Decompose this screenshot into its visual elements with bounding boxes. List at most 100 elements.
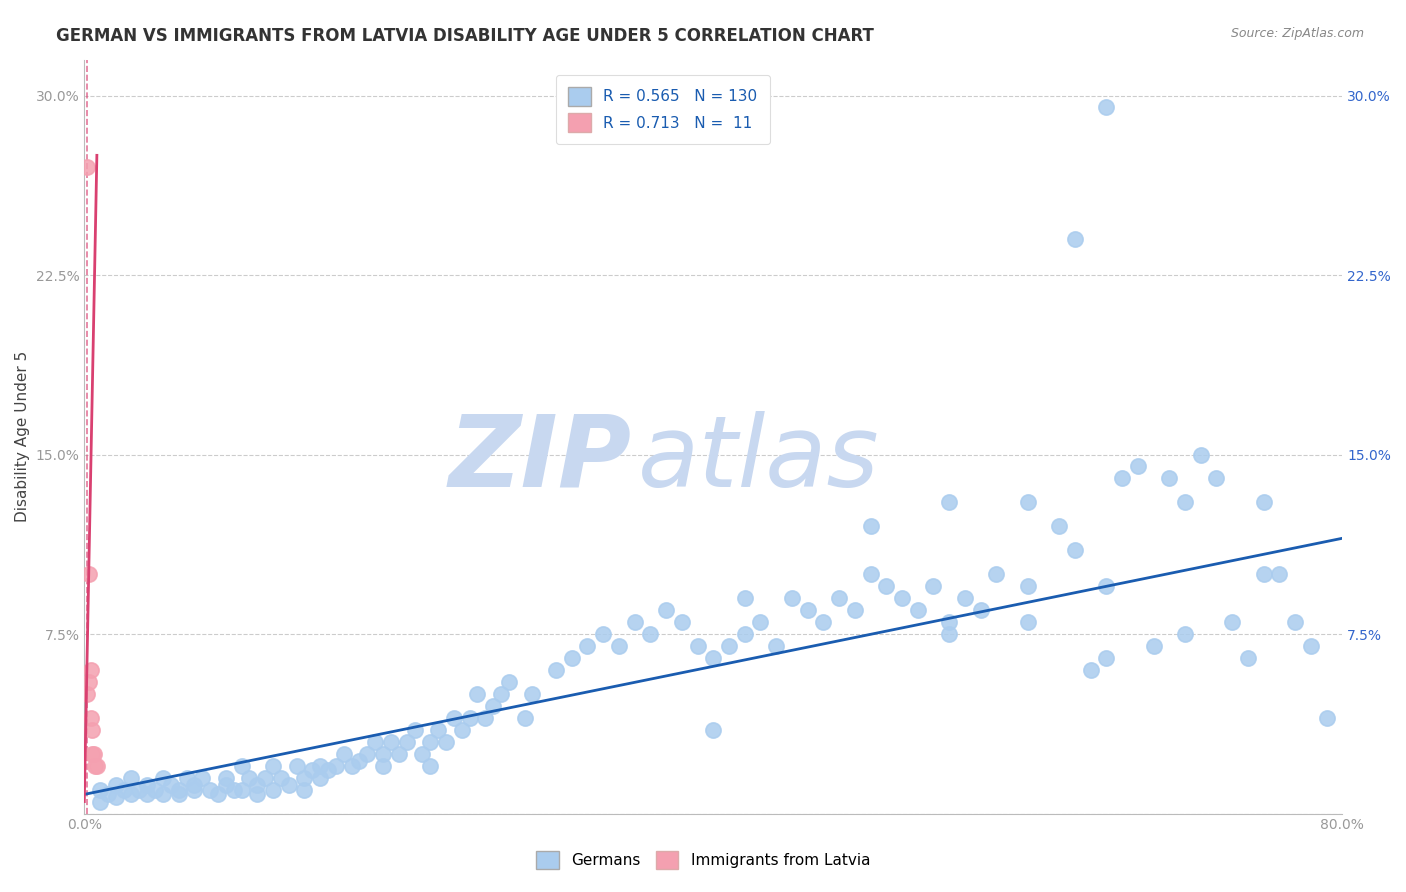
Point bbox=[907, 603, 929, 617]
Point bbox=[1095, 100, 1118, 114]
Point bbox=[183, 782, 205, 797]
Point bbox=[1315, 711, 1337, 725]
Point bbox=[640, 627, 662, 641]
Point bbox=[938, 495, 960, 509]
Point bbox=[765, 639, 787, 653]
Point bbox=[734, 627, 756, 641]
Point bbox=[121, 771, 143, 785]
Point bbox=[238, 771, 260, 785]
Point bbox=[474, 711, 496, 725]
Point bbox=[77, 674, 100, 689]
Point bbox=[277, 778, 299, 792]
Point bbox=[1064, 232, 1087, 246]
Legend: R = 0.565   N = 130, R = 0.713   N =  11: R = 0.565 N = 130, R = 0.713 N = 11 bbox=[557, 75, 770, 145]
Point bbox=[167, 788, 190, 802]
Point bbox=[813, 615, 835, 629]
Point bbox=[309, 771, 332, 785]
Point bbox=[136, 778, 159, 792]
Point bbox=[702, 723, 724, 737]
Legend: Germans, Immigrants from Latvia: Germans, Immigrants from Latvia bbox=[530, 845, 876, 875]
Point bbox=[458, 711, 481, 725]
Point bbox=[749, 615, 772, 629]
Point bbox=[76, 161, 98, 175]
Point bbox=[159, 778, 181, 792]
Point bbox=[349, 754, 371, 768]
Point bbox=[371, 758, 394, 772]
Point bbox=[246, 788, 269, 802]
Point bbox=[1268, 567, 1291, 582]
Point bbox=[294, 782, 316, 797]
Point bbox=[215, 771, 238, 785]
Point bbox=[1253, 567, 1275, 582]
Point bbox=[143, 782, 166, 797]
Point bbox=[796, 603, 818, 617]
Point bbox=[231, 782, 253, 797]
Point bbox=[922, 579, 945, 593]
Point bbox=[1017, 495, 1039, 509]
Point bbox=[891, 591, 914, 606]
Point bbox=[79, 663, 101, 677]
Point bbox=[544, 663, 567, 677]
Point bbox=[986, 567, 1008, 582]
Point bbox=[294, 771, 316, 785]
Point bbox=[222, 782, 245, 797]
Point bbox=[489, 687, 512, 701]
Point bbox=[86, 758, 108, 772]
Point bbox=[443, 711, 465, 725]
Point bbox=[434, 735, 457, 749]
Point bbox=[1159, 471, 1181, 485]
Point bbox=[607, 639, 630, 653]
Point bbox=[246, 778, 269, 792]
Point bbox=[128, 782, 150, 797]
Point bbox=[702, 651, 724, 665]
Point bbox=[104, 789, 127, 804]
Point bbox=[522, 687, 544, 701]
Point bbox=[1220, 615, 1243, 629]
Point bbox=[450, 723, 472, 737]
Point bbox=[356, 747, 378, 761]
Point bbox=[1017, 579, 1039, 593]
Point bbox=[167, 782, 190, 797]
Point bbox=[623, 615, 645, 629]
Point bbox=[79, 711, 101, 725]
Point bbox=[77, 567, 100, 582]
Point bbox=[1284, 615, 1306, 629]
Point bbox=[82, 747, 104, 761]
Point bbox=[152, 771, 174, 785]
Point bbox=[82, 723, 104, 737]
Point bbox=[419, 735, 441, 749]
Point bbox=[97, 788, 120, 802]
Point bbox=[780, 591, 803, 606]
Point bbox=[340, 758, 363, 772]
Point bbox=[89, 782, 111, 797]
Point bbox=[1174, 495, 1197, 509]
Point bbox=[592, 627, 614, 641]
Point bbox=[371, 747, 394, 761]
Point bbox=[419, 758, 441, 772]
Point bbox=[1142, 639, 1164, 653]
Text: Source: ZipAtlas.com: Source: ZipAtlas.com bbox=[1230, 27, 1364, 40]
Point bbox=[76, 687, 98, 701]
Point bbox=[404, 723, 426, 737]
Point bbox=[191, 771, 214, 785]
Point bbox=[316, 764, 339, 778]
Point bbox=[285, 758, 308, 772]
Text: ZIP: ZIP bbox=[449, 410, 631, 508]
Point bbox=[1017, 615, 1039, 629]
Point bbox=[270, 771, 292, 785]
Point bbox=[859, 519, 882, 533]
Point bbox=[136, 788, 159, 802]
Point bbox=[1126, 459, 1149, 474]
Point bbox=[89, 795, 111, 809]
Point bbox=[1253, 495, 1275, 509]
Point bbox=[1237, 651, 1260, 665]
Text: atlas: atlas bbox=[638, 410, 879, 508]
Point bbox=[953, 591, 976, 606]
Point bbox=[254, 771, 277, 785]
Point bbox=[262, 758, 284, 772]
Point bbox=[671, 615, 693, 629]
Point bbox=[969, 603, 991, 617]
Point bbox=[655, 603, 678, 617]
Point bbox=[112, 782, 135, 797]
Point bbox=[828, 591, 851, 606]
